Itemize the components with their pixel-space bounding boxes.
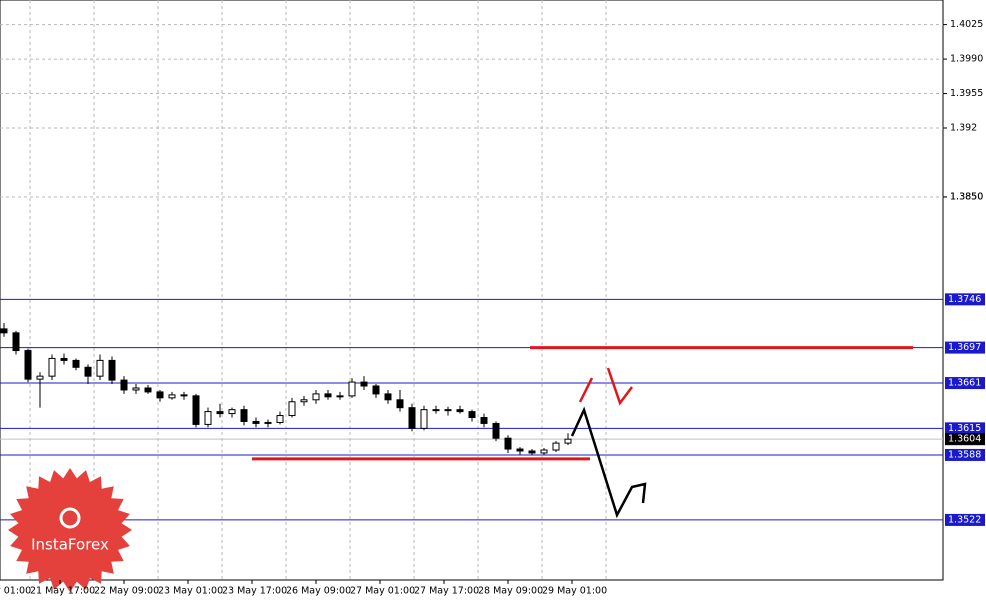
x-tick-label: 28 May 09:00 (478, 586, 543, 597)
candle-body (24, 350, 32, 380)
level-label: 1.3588 (948, 449, 981, 460)
candle-body (168, 394, 176, 399)
x-tick-label: 29 May 01:00 (542, 586, 607, 597)
y-tick-label: 1.392 (950, 123, 977, 134)
y-tick-label: 1.4025 (950, 19, 983, 30)
level-label: 1.3522 (948, 514, 981, 525)
x-tick-label: 27 May 01:00 (350, 586, 415, 597)
level-tag (945, 513, 985, 526)
x-tick-label: 26 May 09:00 (286, 586, 351, 597)
candle-body (552, 442, 560, 451)
x-tick-label: 23 May 01:00 (158, 586, 223, 597)
logo-badge (8, 468, 132, 592)
candle-body (468, 411, 476, 419)
x-tick-label: 21 May 17:00 (30, 586, 95, 597)
candle-body (492, 422, 500, 439)
grid (0, 0, 943, 580)
levels (0, 298, 943, 521)
level-label: 1.3661 (948, 378, 981, 389)
candle-body (384, 393, 392, 401)
candle-body (120, 379, 128, 391)
level-tag (945, 341, 985, 354)
candle-body (12, 332, 20, 352)
candle-body (204, 411, 212, 425)
candle-body (216, 411, 224, 415)
watermark: InstaForex (31, 536, 109, 554)
candle-body (96, 359, 104, 377)
level-tag (945, 422, 985, 435)
candle-body (300, 399, 308, 403)
candle-body (408, 407, 416, 429)
candle-body (312, 393, 320, 401)
candle-body (360, 381, 368, 387)
level-tag (945, 293, 985, 306)
candle-body (324, 393, 332, 398)
candle-body (396, 399, 404, 409)
plot-area (0, 0, 944, 581)
y-tick-label: 1.3850 (950, 191, 983, 202)
candle-body (108, 359, 116, 381)
level-label: 1.3746 (948, 294, 981, 305)
current-price-tag (945, 433, 985, 446)
candle-body (192, 395, 200, 425)
level-tag (945, 448, 985, 461)
y-tick-label: 1.3990 (950, 54, 983, 65)
candle-body (156, 391, 164, 399)
candle-body (432, 409, 440, 412)
candles (0, 322, 572, 455)
candle-body (444, 409, 452, 412)
x-tick-label: 22 May 09:00 (94, 586, 159, 597)
candle-body (228, 409, 236, 415)
projection-red-down (606, 367, 633, 406)
candle-body (252, 420, 260, 424)
y-tick-label: 1.3850 (950, 191, 983, 202)
logo-icon (59, 507, 81, 529)
candle-body (0, 328, 8, 334)
projection-red-up (578, 377, 594, 403)
candle-body (504, 437, 512, 450)
candle-body (240, 409, 248, 422)
candle-body (180, 394, 188, 397)
candle-body (336, 395, 344, 398)
candle-body (516, 448, 524, 452)
level-tag (945, 377, 985, 390)
x-tick-label: 21 May 01:00 (0, 586, 31, 597)
candle-body (132, 387, 140, 391)
candle-body (84, 366, 92, 377)
candle-body (288, 401, 296, 417)
candle-body (36, 375, 44, 380)
candle-body (420, 409, 428, 429)
candle-body (372, 385, 380, 395)
candle-body (480, 417, 488, 424)
logo: InstaForex (8, 468, 132, 592)
projection-arrow (570, 406, 647, 519)
level-label: 1.3615 (948, 423, 981, 434)
candle-body (48, 357, 56, 377)
candle-body (540, 449, 548, 454)
candle-body (528, 450, 536, 454)
candle-body (564, 438, 572, 444)
x-tick-label: 23 May 17:00 (222, 586, 287, 597)
candle-body (264, 421, 272, 424)
x-tick-label: 27 May 17:00 (414, 586, 479, 597)
y-tick-label: 1.3955 (950, 88, 983, 99)
candle-body (72, 359, 80, 368)
candle-body (60, 357, 68, 361)
current-price-label: 1.3604 (948, 434, 981, 445)
level-label: 1.3697 (948, 342, 981, 353)
candle-body (276, 415, 284, 423)
candle-body (456, 409, 464, 413)
candle-body (348, 381, 356, 397)
candle-body (144, 387, 152, 393)
